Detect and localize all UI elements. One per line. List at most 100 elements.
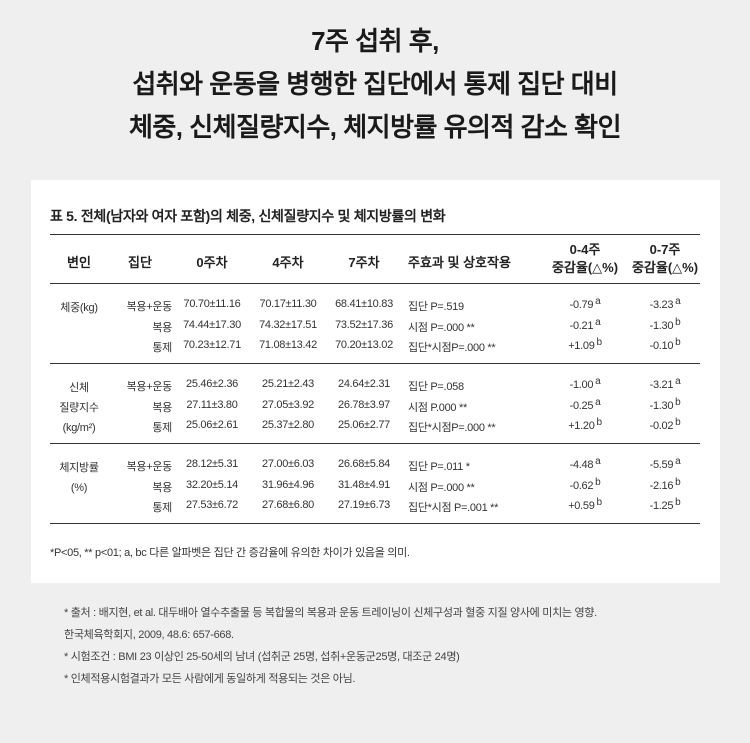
table-cell: 25.06±2.77: [338, 419, 390, 431]
table-cell: 집단 P=.011 *: [408, 461, 470, 473]
change-rate-cell: -4.48 a: [540, 456, 630, 471]
change-value: -1.30: [649, 319, 674, 332]
change-rate-cell: -3.23 a: [630, 296, 700, 311]
table-cell: 집단*시점 P=.001 **: [408, 502, 499, 514]
header-text: 주효과 및 상호작용: [408, 255, 511, 270]
significance-letter: a: [595, 316, 601, 328]
change-value: -1.00: [569, 379, 594, 391]
variable-text: 체중(kg): [60, 302, 98, 314]
change-rate-cell: -0.02 b: [630, 417, 700, 432]
table-cell: 시점 P=.000 **: [408, 321, 475, 334]
change-rate-cell: -0.25 a: [540, 397, 630, 412]
change-value: -0.02: [649, 420, 674, 432]
change-value: -3.21: [649, 379, 674, 391]
table-cell: 집단 P=.058: [408, 381, 464, 393]
variable-label: 체지방률 (%): [50, 458, 108, 498]
table-cell: 70.20±13.02: [335, 339, 393, 351]
table-cell: 27.19±6.73: [338, 499, 390, 511]
headline: 7주 섭취 후, 섭취와 운동을 병행한 집단에서 통제 집단 대비 체중, 신…: [0, 20, 750, 149]
change-rate-cell: -1.30 b: [630, 317, 700, 332]
significance-letter: b: [595, 476, 601, 488]
variable-label: 체중(kg): [50, 298, 108, 318]
table-cell: 24.64±2.31: [338, 378, 390, 390]
reference-line: * 출처 : 배지현, et al. 대두배아 열수추출물 등 복합물의 복용과…: [64, 607, 597, 619]
table-cell: 통제: [152, 502, 172, 514]
table-card: 표 5. 전체(남자와 여자 포함)의 체중, 신체질량지수 및 체지방률의 변…: [31, 180, 720, 583]
table-cell: 74.32±17.51: [259, 318, 317, 331]
table-group: 신체 질량지수 (kg/m²) 복용+운동 25.46±2.36 25.21±2.43 24…: [50, 364, 700, 444]
significance-letter: b: [675, 497, 681, 508]
table-cell: 27.68±6.80: [262, 499, 314, 511]
headline-line: 체중, 신체질량지수, 체지방률 유의적 감소 확인: [128, 112, 622, 142]
table-cell: 26.78±3.97: [338, 398, 390, 411]
significance-letter: a: [675, 296, 681, 307]
reference-line: * 시험조건 : BMI 23 이상인 25-50세의 남녀 (섭취군 25명,…: [64, 651, 460, 663]
change-rate-cell: -0.62 b: [540, 477, 630, 492]
references: * 출처 : 배지현, et al. 대두배아 열수추출물 등 복합물의 복용과…: [64, 602, 597, 690]
variable-text: 질량지수: [59, 402, 99, 414]
significance-letter: a: [595, 376, 601, 387]
table-cell: 31.96±4.96: [262, 478, 314, 491]
column-header: 4주차: [250, 252, 326, 271]
headline-line: 7주 섭취 후,: [311, 26, 439, 56]
table-cell: 복용: [152, 321, 172, 334]
table-cell: 집단*시점P=.000 **: [408, 342, 496, 354]
table-note: *P<05, ** p<01; a, bc 다른 알파벳은 집단 간 증감율에 …: [50, 547, 410, 559]
change-rate-cell: -3.21 a: [630, 376, 700, 391]
table-cell: 25.37±2.80: [262, 419, 314, 431]
change-value: -1.30: [649, 399, 674, 412]
significance-letter: a: [675, 456, 681, 467]
header-text: 0-4주: [569, 242, 601, 257]
significance-letter: b: [596, 417, 603, 428]
table-cell: 시점 P.000 **: [408, 401, 467, 414]
table-cell: 68.41±10.83: [335, 298, 393, 310]
headline-line: 섭취와 운동을 병행한 집단에서 통제 집단 대비: [132, 69, 618, 99]
significance-letter: a: [595, 296, 601, 307]
variable-text: (kg/m²): [62, 422, 96, 434]
change-rate-cell: +1.09 b: [540, 337, 630, 352]
table-cell: 27.53±6.72: [186, 499, 238, 511]
variable-text: 신체: [69, 382, 89, 394]
variable-text: (%): [70, 482, 88, 494]
data-table: 변인 집단 0주차 4주차 7주차 주효과 및 상호작용 0-4주 중감율(△%) 0-7주 중감…: [50, 234, 700, 524]
change-rate-cell: -5.59 a: [630, 456, 700, 471]
table-cell: 71.08±13.42: [259, 339, 317, 351]
change-value: -0.25: [569, 399, 594, 412]
change-value: -0.62: [569, 479, 594, 492]
change-rate-cell: -1.30 b: [630, 397, 700, 412]
change-rate-cell: +1.20 b: [540, 417, 630, 432]
change-value: -0.79: [569, 299, 594, 311]
reference-line: 한국체육학회지, 2009, 48.6: 657-668.: [64, 629, 234, 641]
significance-letter: b: [675, 316, 681, 328]
change-value: +0.59: [568, 500, 595, 512]
change-value: -0.21: [569, 319, 594, 332]
significance-letter: b: [596, 337, 603, 348]
significance-letter: b: [675, 476, 681, 488]
significance-letter: a: [675, 376, 681, 387]
table-cell: 통제: [152, 342, 172, 354]
table-cell: 25.06±2.61: [186, 419, 238, 431]
significance-letter: b: [675, 337, 681, 348]
table-cell: 집단*시점P=.000 **: [408, 422, 496, 434]
table-cell: 25.21±2.43: [262, 378, 314, 390]
table-cell: 70.23±12.71: [183, 339, 241, 351]
header-text: 4주차: [272, 255, 304, 270]
column-header: 주효과 및 상호작용: [408, 252, 548, 271]
significance-letter: a: [595, 456, 601, 467]
significance-letter: a: [595, 396, 601, 408]
table-header: 변인 집단 0주차 4주차 7주차 주효과 및 상호작용 0-4주 중감율(△%) 0-7주 중감…: [50, 234, 700, 284]
column-header: 변인: [50, 252, 108, 271]
column-header: 집단: [108, 252, 172, 271]
reference-line: * 인체적용시험결과가 모든 사람에게 동일하게 적용되는 것은 아님.: [64, 673, 356, 685]
table-cell: 집단 P=.519: [408, 301, 464, 313]
table-cell: 복용: [152, 401, 172, 414]
header-text: 0-7주: [649, 242, 681, 257]
header-text: 변인: [67, 255, 91, 270]
table-cell: 27.00±6.03: [262, 458, 314, 470]
table-cell: 32.20±5.14: [186, 478, 238, 491]
column-header: 0-4주 중감율(△%): [540, 241, 630, 277]
header-text: 0주차: [196, 255, 228, 270]
change-rate-cell: +0.59 b: [540, 497, 630, 512]
column-header: 7주차: [326, 252, 402, 271]
